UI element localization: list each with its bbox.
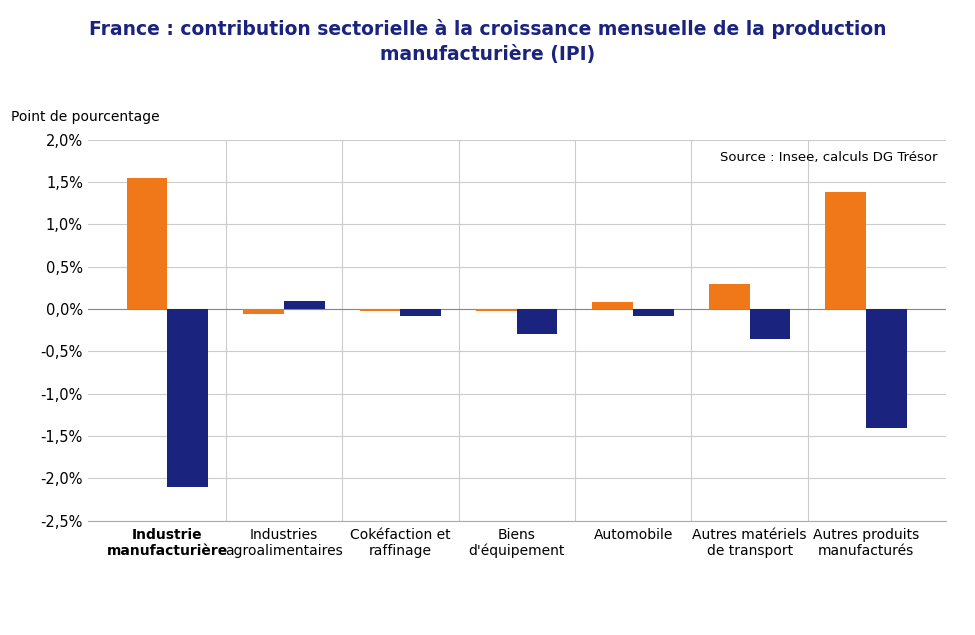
Bar [284,300,325,309]
Bar [750,309,791,338]
Bar [360,309,401,311]
Bar [168,309,209,487]
Bar [476,309,517,311]
Bar [517,309,558,335]
Bar [401,309,441,316]
Bar [243,309,284,314]
Bar [593,302,633,309]
Text: Source : Insee, calculs DG Trésor: Source : Insee, calculs DG Trésor [720,151,937,164]
Text: Point de pourcentage: Point de pourcentage [11,110,159,124]
Text: France : contribution sectorielle à la croissance mensuelle de la production
man: France : contribution sectorielle à la c… [89,19,886,64]
Bar [825,192,866,309]
Bar [866,309,907,427]
Bar [127,178,168,309]
Bar [633,309,674,316]
Bar [709,284,750,309]
